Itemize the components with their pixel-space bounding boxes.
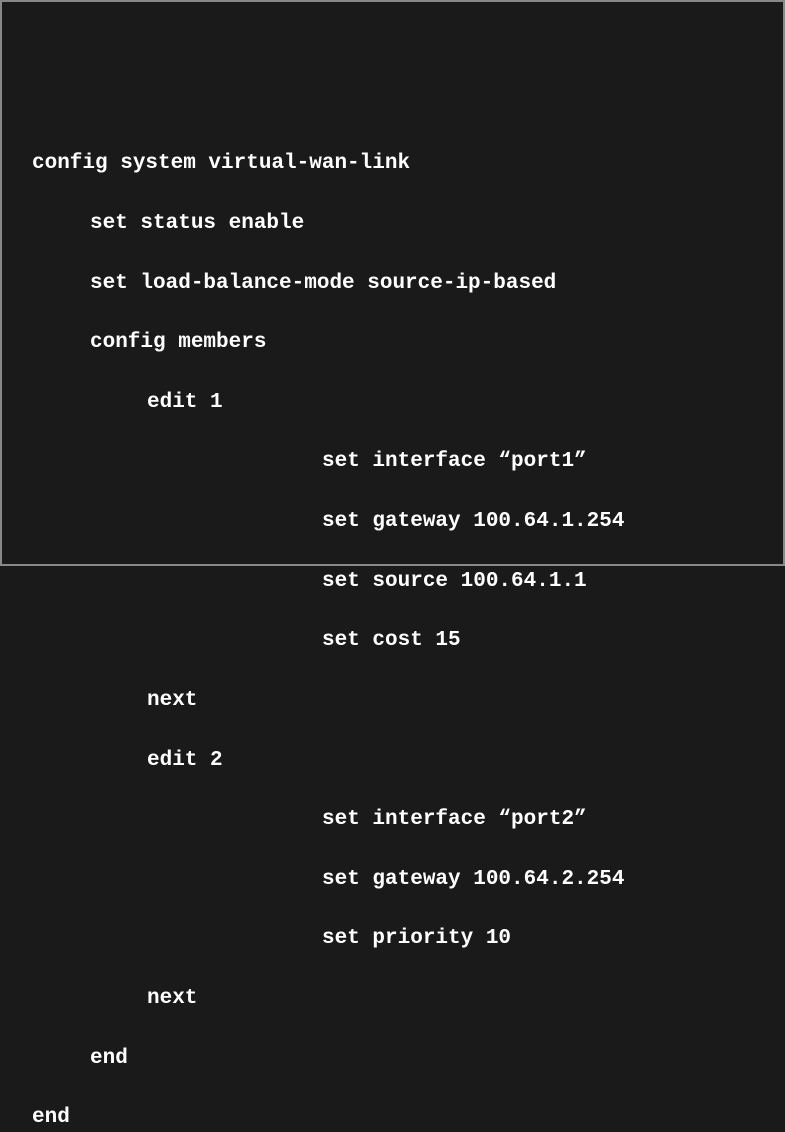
cli-line-next-1: next bbox=[32, 686, 753, 716]
cli-line-m1-cost: set cost 15 bbox=[32, 626, 753, 656]
cli-line-config-members: config members bbox=[32, 328, 753, 358]
cli-line-end-members: end bbox=[32, 1044, 753, 1074]
cli-line-m2-interface: set interface “port2” bbox=[32, 805, 753, 835]
cli-line-m1-source: set source 100.64.1.1 bbox=[32, 567, 753, 597]
cli-line-m1-gateway: set gateway 100.64.1.254 bbox=[32, 507, 753, 537]
cli-line-end-root: end bbox=[32, 1103, 753, 1132]
cli-line-set-status: set status enable bbox=[32, 209, 753, 239]
cli-line-next-2: next bbox=[32, 984, 753, 1014]
cli-line-m2-priority: set priority 10 bbox=[32, 924, 753, 954]
cli-line-config-root: config system virtual-wan-link bbox=[32, 149, 753, 179]
cli-line-m1-interface: set interface “port1” bbox=[32, 447, 753, 477]
cli-line-set-load-balance: set load-balance-mode source-ip-based bbox=[32, 269, 753, 299]
cli-line-edit-1: edit 1 bbox=[32, 388, 753, 418]
cli-line-edit-2: edit 2 bbox=[32, 746, 753, 776]
cli-line-m2-gateway: set gateway 100.64.2.254 bbox=[32, 865, 753, 895]
